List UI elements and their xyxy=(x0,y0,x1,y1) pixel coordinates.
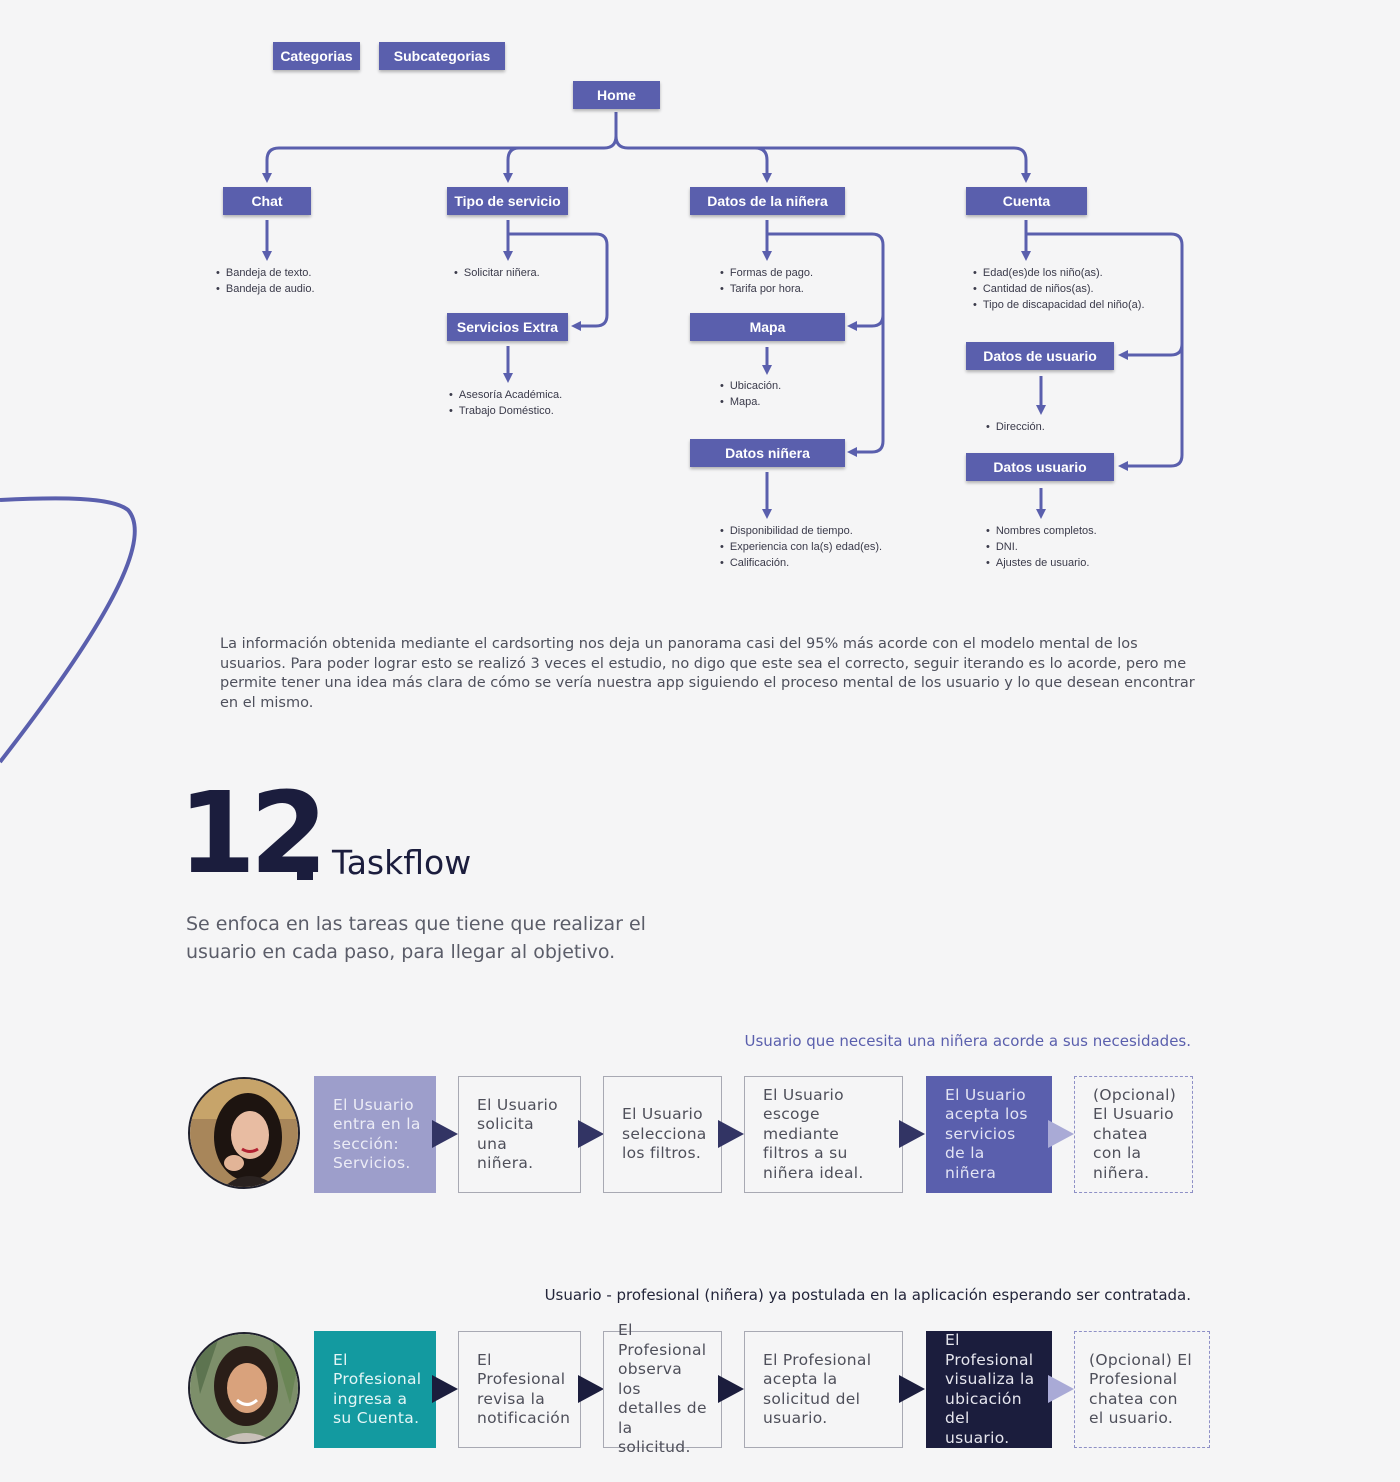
flow-2-label: Usuario - profesional (niñera) ya postul… xyxy=(544,1286,1191,1304)
list-item: Edad(es)de los niño(as). xyxy=(973,265,1145,281)
avatar-user xyxy=(188,1077,300,1189)
cardsorting-summary: La información obtenida mediante el card… xyxy=(220,636,1195,711)
list-datos-de-usuario: Dirección. xyxy=(986,419,1045,435)
node-datos-ninera: Datos niñera xyxy=(690,439,845,467)
avatar-professional xyxy=(188,1332,300,1444)
node-home: Home xyxy=(573,81,660,109)
list-item: Ubicación. xyxy=(720,378,781,394)
flow-arrow-light-icon xyxy=(1048,1375,1074,1403)
node-mapa: Mapa xyxy=(690,313,845,341)
list-item: Bandeja de texto. xyxy=(216,265,315,281)
flow-1-step-4: El Usuario escoge mediante filtros a su … xyxy=(744,1076,903,1193)
flow-1-step-3: El Usuario selecciona los filtros. xyxy=(603,1076,722,1193)
flow-1-step-5: El Usuario acepta los servicios de la ni… xyxy=(926,1076,1052,1193)
list-item: Tipo de discapacidad del niño(a). xyxy=(973,297,1145,313)
list-item: Mapa. xyxy=(720,394,781,410)
list-item: Bandeja de audio. xyxy=(216,281,315,297)
node-tipo-de-servicio: Tipo de servicio xyxy=(447,187,568,215)
list-cuenta: Edad(es)de los niño(as). Cantidad de niñ… xyxy=(973,265,1145,313)
legend-subcategories: Subcategorias xyxy=(379,42,505,70)
flow-arrow-icon xyxy=(718,1375,744,1403)
flow-arrow-icon xyxy=(899,1120,925,1148)
flow-arrow-icon xyxy=(899,1375,925,1403)
node-cuenta: Cuenta xyxy=(966,187,1087,215)
flow-1-step-1: El Usuario entra en la sección: Servicio… xyxy=(314,1076,436,1193)
list-item: Nombres completos. xyxy=(986,523,1097,539)
flow-arrow-icon xyxy=(718,1120,744,1148)
node-datos-usuario: Datos usuario xyxy=(966,453,1114,481)
flow-1-label: Usuario que necesita una niñera acorde a… xyxy=(744,1032,1191,1050)
list-item: Dirección. xyxy=(986,419,1045,435)
list-datos-usuario: Nombres completos. DNI. Ajustes de usuar… xyxy=(986,523,1097,571)
list-item: Cantidad de niños(as). xyxy=(973,281,1145,297)
flow-2-step-6: (Opcional) El Profesional chatea con el … xyxy=(1074,1331,1210,1448)
flow-2-step-3: El Profesional observa los detalles de l… xyxy=(603,1321,722,1456)
flow-2-step-2: El Profesional revisa la notificación xyxy=(458,1331,581,1448)
list-item: Experiencia con la(s) edad(es). xyxy=(720,539,882,555)
list-item: Calificación. xyxy=(720,555,882,571)
list-servicios-extra: Asesoría Académica. Trabajo Doméstico. xyxy=(449,387,562,419)
list-datos-de-la-ninera: Formas de pago. Tarifa por hora. xyxy=(720,265,813,297)
flow-arrow-icon xyxy=(432,1120,458,1148)
list-item: Asesoría Académica. xyxy=(449,387,562,403)
list-item: Tarifa por hora. xyxy=(720,281,813,297)
flow-arrow-light-icon xyxy=(1048,1120,1074,1148)
flow-2-step-1: El Profesional ingresa a su Cuenta. xyxy=(314,1331,436,1448)
professional-photo-icon xyxy=(190,1334,298,1442)
section-number-dot xyxy=(297,864,313,880)
list-datos-ninera: Disponibilidad de tiempo. Experiencia co… xyxy=(720,523,882,571)
node-chat: Chat xyxy=(223,187,311,215)
flow-2-step-5: El Profesional visualiza la ubicación de… xyxy=(926,1331,1052,1448)
list-item: DNI. xyxy=(986,539,1097,555)
flow-1-step-6: (Opcional) El Usuario chatea con la niñe… xyxy=(1074,1076,1193,1193)
list-item: Trabajo Doméstico. xyxy=(449,403,562,419)
node-datos-de-la-ninera: Datos de la niñera xyxy=(690,187,845,215)
node-servicios-extra: Servicios Extra xyxy=(447,313,568,341)
section-subtitle: Se enfoca en las tareas que tiene que re… xyxy=(186,913,646,963)
user-photo-icon xyxy=(190,1079,298,1187)
flow-arrow-icon xyxy=(432,1375,458,1403)
decorative-curve xyxy=(0,496,137,764)
list-item: Ajustes de usuario. xyxy=(986,555,1097,571)
legend-categories: Categorias xyxy=(273,42,360,70)
list-item: Formas de pago. xyxy=(720,265,813,281)
section-title: Taskflow xyxy=(332,843,472,882)
list-item: Solicitar niñera. xyxy=(454,265,540,281)
list-mapa: Ubicación. Mapa. xyxy=(720,378,781,410)
node-datos-de-usuario: Datos de usuario xyxy=(966,342,1114,370)
flow-arrow-icon xyxy=(578,1375,604,1403)
flow-arrow-icon xyxy=(578,1120,604,1148)
list-item: Disponibilidad de tiempo. xyxy=(720,523,882,539)
flow-2-step-4: El Profesional acepta la solicitud del u… xyxy=(744,1331,903,1448)
flow-1-step-2: El Usuario solicita una niñera. xyxy=(458,1076,581,1193)
list-tipo-de-servicio: Solicitar niñera. xyxy=(454,265,540,281)
list-chat: Bandeja de texto. Bandeja de audio. xyxy=(216,265,315,297)
